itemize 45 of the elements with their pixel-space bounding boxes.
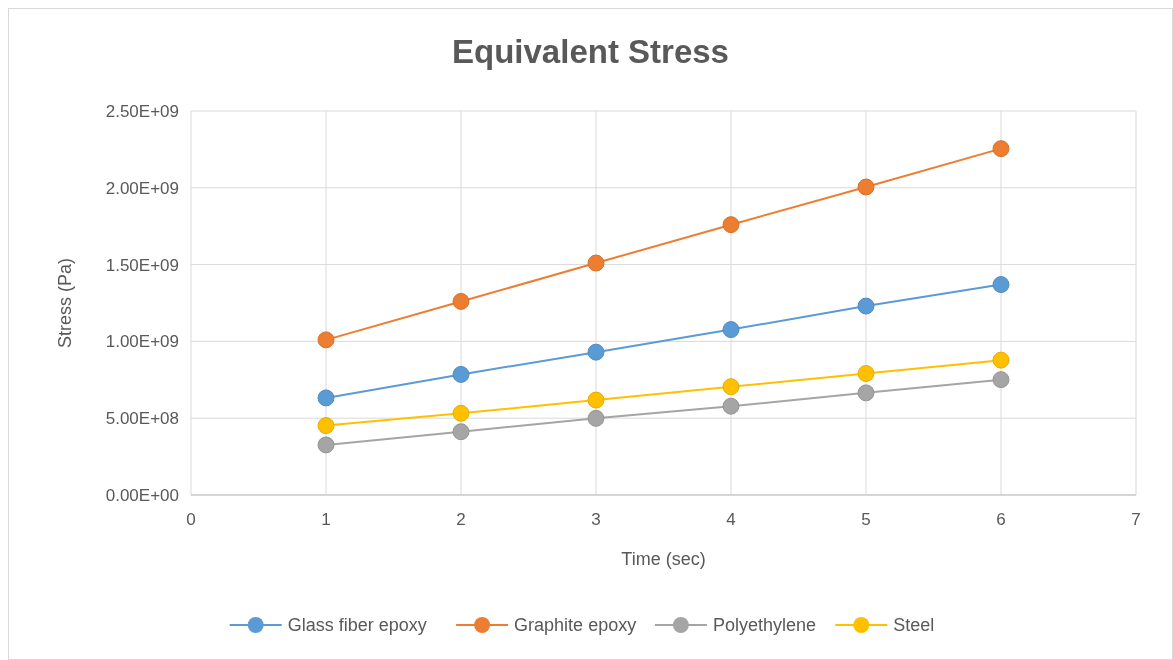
point [317, 389, 335, 407]
chart-title: Equivalent Stress [452, 33, 729, 70]
point [992, 276, 1010, 294]
y-tick-label: 1.50E+09 [105, 255, 179, 275]
y-tick-label: 0.00E+00 [105, 485, 179, 505]
x-tick-label: 2 [456, 510, 466, 529]
point [992, 140, 1010, 158]
point [857, 178, 875, 196]
point [857, 297, 875, 315]
x-tick-label: 0 [186, 510, 196, 529]
y-axis-title: Stress (Pa) [55, 257, 75, 349]
x-tick-label: 5 [861, 510, 871, 529]
legend-label: Glass fiber epoxy [287, 615, 427, 636]
y-tick-label: 1.00E+09 [105, 332, 179, 352]
point [722, 378, 740, 396]
x-tick-label: 4 [726, 510, 736, 529]
x-tick-label: 1 [321, 510, 331, 529]
point [587, 254, 605, 272]
point [722, 397, 740, 415]
point [587, 343, 605, 361]
y-tick-label: 2.00E+09 [105, 178, 179, 198]
point [452, 293, 470, 310]
point [452, 423, 470, 441]
point [452, 365, 470, 383]
x-tick-label: 3 [591, 510, 601, 529]
point [587, 391, 605, 409]
point [992, 371, 1010, 389]
point [722, 321, 740, 339]
point [857, 384, 875, 402]
point [992, 351, 1010, 369]
point [317, 331, 335, 349]
point [722, 216, 740, 234]
legend-label: Steel [893, 615, 935, 636]
y-tick-label: 2.50E+09 [105, 101, 179, 121]
point [317, 436, 335, 454]
x-axis-title: Time (sec) [621, 549, 706, 569]
point [857, 365, 875, 382]
point [587, 409, 605, 427]
y-tick-label: 5.00E+08 [105, 409, 179, 429]
x-tick-label: 7 [1131, 510, 1141, 529]
x-tick-label: 6 [996, 510, 1006, 529]
legend-label: Graphite epoxy [514, 615, 637, 636]
legend-label: Polyethylene [712, 615, 816, 636]
point [452, 404, 470, 422]
point [317, 417, 335, 435]
